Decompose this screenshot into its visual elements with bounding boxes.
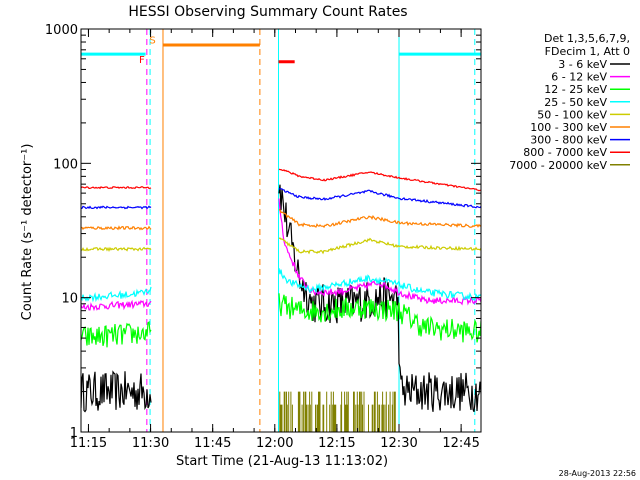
series-line-3 [81, 268, 481, 303]
plot-frame [80, 28, 482, 433]
y-tick-label-2: 100 [53, 157, 78, 172]
x-tick-label-6: 12:45 [442, 436, 479, 451]
y-tick-label-1: 10 [61, 292, 78, 307]
x-tick-label-2: 11:45 [194, 436, 231, 451]
x-tick-label-5: 12:30 [380, 436, 417, 451]
legend-label-1: 6 - 12 keV [551, 71, 607, 84]
x-tick-label-3: 12:00 [256, 436, 293, 451]
x-tick-label-4: 12:15 [318, 436, 355, 451]
legend-label-2: 12 - 25 keV [544, 83, 607, 96]
series-line-6 [81, 188, 481, 210]
legend-label-6: 300 - 800 keV [530, 134, 607, 147]
plot-clip [81, 29, 481, 432]
legend-label-4: 50 - 100 keV [537, 108, 607, 121]
x-axis-label: Start Time (21-Aug-13 11:13:02) [176, 454, 388, 469]
legend-header-0: Det 1,3,5,6,7,9, [544, 32, 630, 45]
series-line-1 [81, 198, 481, 312]
series-line-2 [81, 293, 481, 348]
axes: 11:15 11:30 11:45 12:00 12:15 12:30 12:45 1 10 10… [45, 23, 481, 451]
x-tick-label-1: 11:30 [132, 436, 169, 451]
legend-label-8: 7000 - 20000 keV [509, 159, 607, 172]
marker-label-0: F [139, 55, 145, 66]
chart-title: HESSI Observing Summary Count Rates [128, 4, 407, 20]
legend-label-3: 25 - 50 keV [544, 96, 607, 109]
legend-label-7: 800 - 7000 keV [523, 146, 607, 159]
series-line-4 [81, 237, 481, 255]
legend: Det 1,3,5,6,7,9,FDecim 1, Att 03 - 6 keV… [509, 32, 630, 172]
series-spikes-7000-20000 [279, 391, 396, 432]
legend-label-5: 100 - 300 keV [530, 121, 607, 134]
series-line-8 [279, 391, 396, 432]
y-tick-label-0: 1 [70, 426, 78, 441]
legend-label-0: 3 - 6 keV [558, 58, 607, 71]
plot-area: FS [81, 29, 481, 432]
series-line-7 [81, 168, 481, 192]
y-tick-label-3: 1000 [45, 23, 78, 38]
legend-header-1: FDecim 1, Att 0 [545, 45, 630, 58]
series-line-5 [81, 209, 481, 231]
x-tick-label-0: 11:15 [70, 436, 107, 451]
marker-label-1: S [149, 35, 155, 46]
footer-timestamp: 28-Aug-2013 22:56 [559, 469, 636, 478]
y-axis-label: Count Rate (s⁻¹ detector⁻¹) [20, 144, 35, 321]
